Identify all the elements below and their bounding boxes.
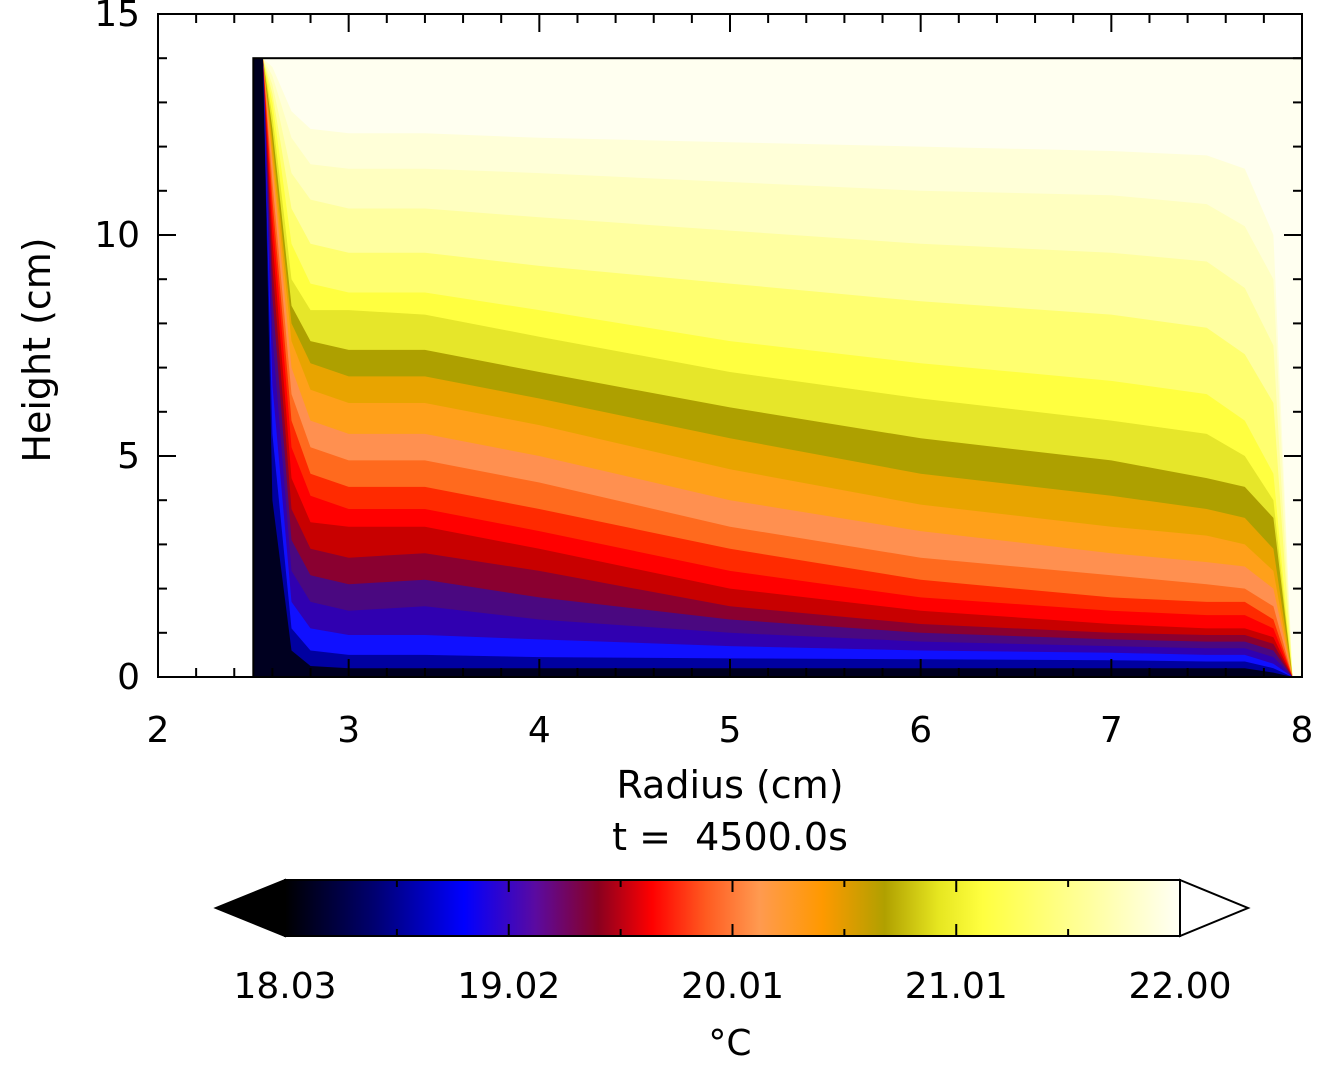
contour-band-12 xyxy=(253,58,1302,677)
y-tick-label: 15 xyxy=(94,0,140,35)
y-tick-label: 5 xyxy=(117,436,140,477)
colorbar-tick-label: 21.01 xyxy=(905,966,1008,1007)
y-tick-label: 0 xyxy=(117,657,140,698)
colorbar-tick-label: 22.00 xyxy=(1128,966,1231,1007)
colorbar-tick-label: 20.01 xyxy=(681,966,784,1007)
colorbar-tick-label: 19.02 xyxy=(457,966,560,1007)
x-tick-label: 5 xyxy=(719,710,742,751)
contour-band-17 xyxy=(253,58,1302,677)
y-tick-label: 10 xyxy=(94,215,140,256)
chart-title: t = 4500.0s xyxy=(612,815,848,859)
y-axis-label: Height (cm) xyxy=(15,237,59,462)
colorbar-below-arrow xyxy=(213,878,286,938)
colorbar-tick-label: 18.03 xyxy=(233,966,336,1007)
x-tick-label: 3 xyxy=(337,710,360,751)
x-tick-label: 7 xyxy=(1100,710,1123,751)
x-tick-label: 6 xyxy=(909,710,932,751)
contour-bands xyxy=(253,58,1302,677)
colorbar-tick-labels: 18.03 19.02 20.01 21.01 22.00 xyxy=(233,966,1231,1007)
colorbar-above-arrow xyxy=(1179,878,1251,938)
colorbar-unit-label: °C xyxy=(708,1023,751,1064)
x-tick-label: 2 xyxy=(147,710,170,751)
x-tick-label: 4 xyxy=(528,710,551,751)
colorbar: 18.03 19.02 20.01 21.01 22.00 °C xyxy=(213,878,1251,1064)
x-axis-label: Radius (cm) xyxy=(616,763,843,807)
axis-ticks xyxy=(157,13,1303,678)
x-tick-label: 8 xyxy=(1291,710,1314,751)
x-tick-labels: 2 3 4 5 6 7 8 xyxy=(147,710,1314,751)
contour-plot: 2 3 4 5 6 7 8 0 5 10 15 Radius (cm) t = 4500.0s H… xyxy=(15,0,1313,859)
colorbar-ticks xyxy=(284,880,1181,936)
y-tick-labels: 0 5 10 15 xyxy=(94,0,140,698)
